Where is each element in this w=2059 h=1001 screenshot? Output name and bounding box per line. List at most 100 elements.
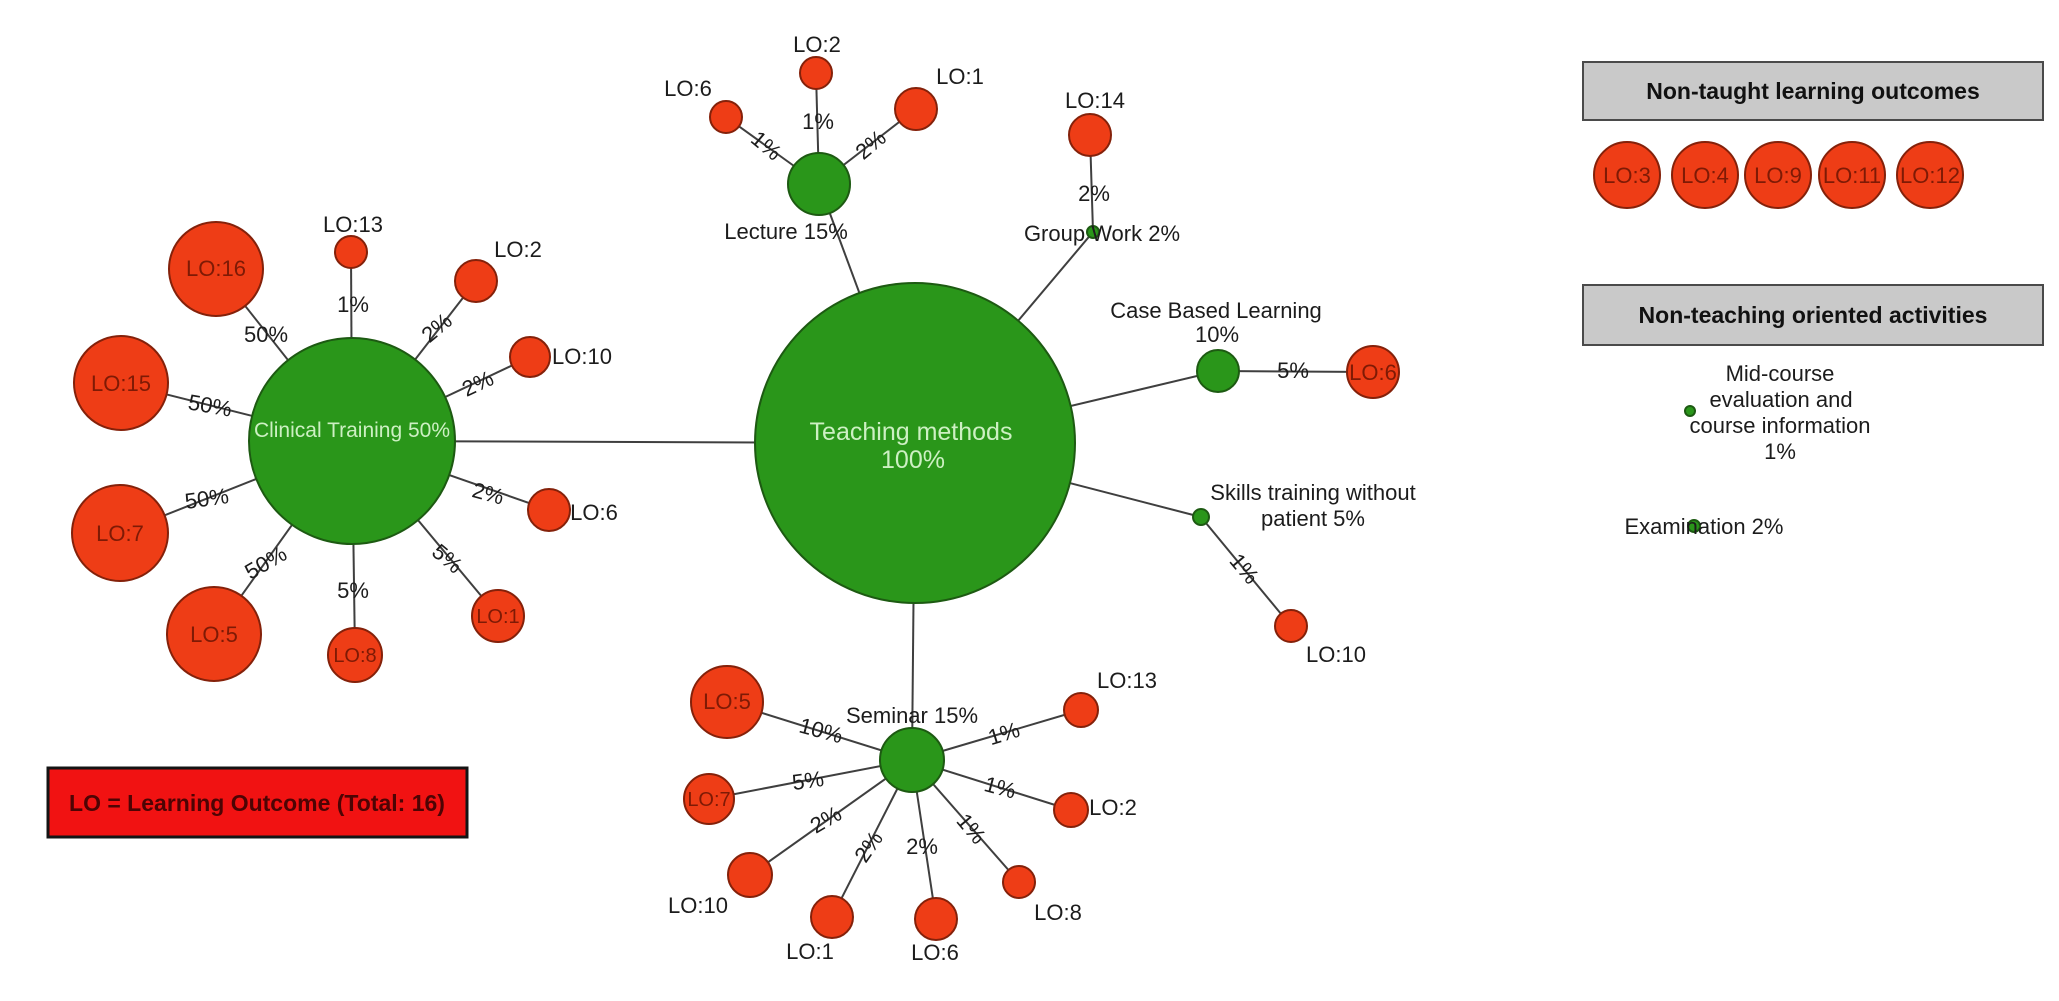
seminar-lo2-pct: 1% [982,771,1019,803]
node-clinical-training [248,337,456,545]
lecture-lo6-label: LO:6 [664,76,712,101]
seminar-lo6-label: LO:6 [911,940,959,965]
seminar-lo8-label: LO:8 [1034,900,1082,925]
node-clinical-lo5 [166,586,262,682]
non-taught-panel: Non-taught learning outcomes LO:3 LO:4 L… [1582,61,2044,209]
skills-lo10-pct: 1% [1225,548,1265,588]
examination-dot [1687,519,1701,533]
clinical-lo15-label: LO:15 [91,371,151,396]
casebased-lo6-pct: 5% [1277,358,1309,383]
groupwork-lo14-label: LO:14 [1065,88,1125,113]
node-clinical-lo7 [71,484,169,582]
clinical-lo10-label: LO:10 [552,344,612,369]
seminar-lo6-pct: 2% [906,834,938,859]
node-clinical-lo6 [527,488,571,532]
clinical-training-label: Clinical Training 50% [254,419,450,442]
clinical-lo5-pct: 50% [240,541,291,585]
node-nontaught-lo3 [1593,141,1661,209]
legend-label: LO = Learning Outcome (Total: 16) [69,790,445,816]
node-seminar [879,727,945,793]
node-clinical-lo1 [471,589,525,643]
node-seminar-lo7 [683,773,735,825]
lecture-label: Lecture 15% [724,219,848,244]
seminar-lo5-label: LO:5 [703,689,751,714]
non-teaching-panel: Non-teaching oriented activities Mid-cou… [1582,284,2044,539]
teaching-methods-pct: 100% [881,446,945,474]
seminar-lo1-pct: 2% [849,827,888,867]
clinical-lo7-label: LO:7 [96,521,144,546]
node-seminar-lo6 [914,897,958,941]
node-lecture-lo6 [709,100,743,134]
clinical-lo8-pct: 5% [337,578,369,603]
node-seminar-lo8 [1002,865,1036,899]
clinical-lo2-label: LO:2 [494,237,542,262]
midcourse-line2: evaluation and [1709,387,1852,412]
clinical-lo5-label: LO:5 [190,622,238,647]
nontaught-lo3-label: LO:3 [1603,163,1651,188]
node-nontaught-lo4 [1671,141,1739,209]
nontaught-lo9-label: LO:9 [1754,163,1802,188]
edge-seminar-lo7 [708,759,913,800]
node-clinical-lo2 [454,259,498,303]
teaching-methods-label: Teaching methods [810,418,1013,446]
edge-skills-lo10 [1200,516,1292,627]
lecture-lo1-pct: 2% [850,125,890,165]
node-seminar-lo5 [690,665,764,739]
seminar-lo13-label: LO:13 [1097,668,1157,693]
node-lecture-lo1 [894,87,938,131]
clinical-lo13-label: LO:13 [323,212,383,237]
non-taught-header-box [1582,61,2044,121]
lecture-lo2-label: LO:2 [793,32,841,57]
seminar-lo10-pct: 2% [806,801,846,839]
clinical-lo8-label: LO:8 [333,645,376,667]
node-clinical-lo16 [168,221,264,317]
node-groupwork-lo14 [1068,113,1112,157]
midcourse-line4: 1% [1764,439,1796,464]
clinical-lo16-pct: 50% [244,322,288,347]
clinical-lo13-pct: 1% [337,292,369,317]
node-case-based-learning [1196,349,1240,393]
node-lecture-lo2 [799,56,833,90]
clinical-lo15-pct: 50% [186,389,234,421]
midcourse-line1: Mid-course [1726,361,1835,386]
group-work-label: Group Work 2% [1024,221,1180,246]
clinical-lo10-pct: 2% [458,365,497,401]
clinical-lo16-label: LO:16 [186,256,246,281]
seminar-lo7-pct: 5% [790,766,825,795]
node-nontaught-lo12 [1896,141,1964,209]
lecture-lo2-pct: 1% [802,109,834,134]
legend-box [46,766,469,839]
legend: LO = Learning Outcome (Total: 16) [46,766,469,839]
node-group-work [1086,225,1100,239]
midcourse-dot [1684,405,1696,417]
non-taught-header: Non-taught learning outcomes [1646,78,1980,104]
seminar-lo5-pct: 10% [797,713,846,749]
skills-label-line1: Skills training without [1210,480,1415,505]
clinical-lo1-label: LO:1 [476,606,519,628]
groupwork-lo14-pct: 2% [1078,181,1110,206]
node-skills-lo10 [1274,609,1308,643]
nontaught-lo12-label: LO:12 [1900,163,1960,188]
node-casebased-lo6 [1346,345,1400,399]
skills-lo10-label: LO:10 [1306,642,1366,667]
node-skills-training [1192,508,1210,526]
node-clinical-lo10 [509,336,551,378]
seminar-lo7-label: LO:7 [687,789,730,811]
clinical-lo7-pct: 50% [183,483,230,514]
node-teaching-methods [754,282,1076,604]
seminar-lo13-pct: 1% [985,717,1023,750]
midcourse-line3: course information [1690,413,1871,438]
nontaught-lo4-label: LO:4 [1681,163,1729,188]
node-seminar-lo2 [1053,792,1089,828]
lecture-lo6-pct: 1% [746,126,786,166]
skills-label-line2: patient 5% [1261,506,1365,531]
node-clinical-lo8 [327,627,383,683]
node-nontaught-lo9 [1744,141,1812,209]
examination-label: Examination 2% [1625,514,1784,539]
non-teaching-header: Non-teaching oriented activities [1639,302,1988,328]
nontaught-lo11-label: LO:11 [1823,163,1881,188]
lecture-lo1-label: LO:1 [936,64,984,89]
seminar-label: Seminar 15% [846,703,978,728]
